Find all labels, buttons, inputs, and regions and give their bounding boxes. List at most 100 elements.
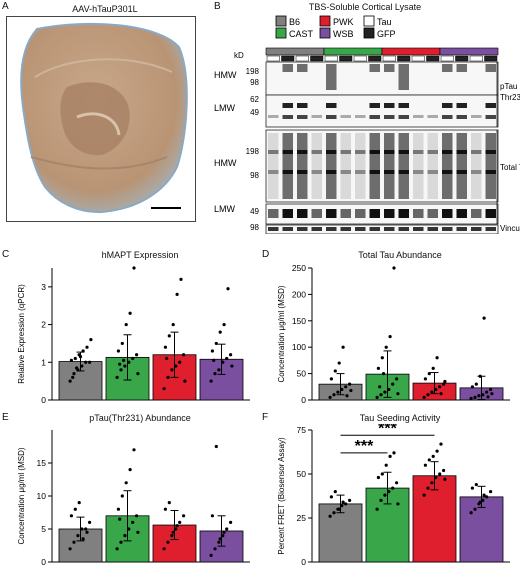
data-point bbox=[183, 379, 187, 383]
data-point bbox=[328, 514, 332, 518]
blot-band bbox=[427, 209, 438, 218]
blot-band bbox=[442, 227, 453, 231]
data-point bbox=[375, 507, 379, 511]
blot-band bbox=[485, 227, 496, 231]
blot-band bbox=[311, 170, 322, 174]
data-point bbox=[69, 514, 73, 518]
data-point bbox=[73, 356, 77, 361]
blot-band bbox=[282, 209, 293, 218]
blot-band bbox=[326, 64, 337, 90]
blot-smear bbox=[282, 133, 293, 199]
data-point bbox=[473, 507, 477, 511]
blot-band bbox=[369, 227, 380, 231]
blot-band bbox=[355, 209, 366, 218]
lane-construct-box bbox=[281, 55, 295, 62]
blot-band bbox=[413, 115, 424, 118]
data-point bbox=[119, 368, 123, 372]
data-point bbox=[490, 392, 494, 396]
blot-band bbox=[268, 150, 279, 154]
y-tick-label: 0 bbox=[41, 395, 46, 405]
y-axis-label: Concentration μg/ml (MSD) bbox=[17, 447, 26, 544]
data-point bbox=[431, 366, 435, 370]
blot-band bbox=[369, 103, 380, 108]
data-point bbox=[431, 454, 435, 458]
data-point bbox=[375, 395, 379, 399]
chart-hmapt-expression: 0 1 2 3 Relative Expression (qPCR) bbox=[17, 266, 250, 405]
blot-band bbox=[282, 150, 293, 154]
data-point bbox=[118, 362, 122, 366]
blot-marker-label: 98 bbox=[250, 223, 259, 232]
y-tick-label: 100 bbox=[292, 342, 306, 352]
data-point bbox=[210, 514, 214, 518]
legend-label-tau: Tau bbox=[377, 17, 392, 27]
panel-a-title: AAV-hTauP301L bbox=[72, 4, 138, 14]
data-point bbox=[166, 375, 170, 379]
blot-band bbox=[297, 227, 308, 231]
data-point bbox=[229, 353, 233, 357]
data-point bbox=[229, 520, 233, 524]
blot-band bbox=[398, 227, 409, 231]
data-point bbox=[395, 377, 399, 381]
blot-band bbox=[485, 150, 496, 154]
blot-band bbox=[442, 170, 453, 174]
legend-swatch-b6 bbox=[275, 15, 287, 27]
legend-label-gfp: GFP bbox=[377, 29, 396, 39]
lane-strain-bar bbox=[439, 47, 499, 56]
data-point bbox=[222, 322, 226, 327]
blot-band bbox=[311, 227, 322, 231]
data-point bbox=[162, 547, 166, 551]
blot-band bbox=[369, 170, 380, 174]
bar-b6 bbox=[318, 503, 363, 563]
data-point bbox=[162, 387, 166, 391]
data-point bbox=[470, 486, 474, 490]
blot-marker-label: 49 bbox=[250, 108, 259, 117]
blot-band bbox=[340, 209, 351, 218]
blot-band bbox=[471, 170, 482, 174]
blot-band bbox=[282, 64, 293, 72]
data-point bbox=[380, 472, 384, 476]
blot-smear bbox=[268, 133, 279, 199]
data-point bbox=[171, 322, 175, 327]
panel-d-letter: D bbox=[262, 249, 270, 260]
blot-band bbox=[340, 227, 351, 231]
blot-band bbox=[456, 209, 467, 218]
data-point bbox=[443, 379, 447, 384]
legend-label-cast: CAST bbox=[289, 29, 314, 39]
blot-band bbox=[268, 115, 279, 118]
panel-f-letter: F bbox=[262, 412, 269, 423]
data-point bbox=[131, 356, 135, 361]
data-point bbox=[124, 481, 128, 485]
data-point bbox=[163, 345, 167, 349]
lane-construct-box bbox=[310, 55, 324, 62]
data-point bbox=[210, 349, 214, 353]
lane-construct-box bbox=[339, 55, 353, 62]
lane-construct-box bbox=[397, 55, 411, 62]
blot-band bbox=[442, 64, 453, 72]
legend-swatch-wsb bbox=[319, 27, 331, 39]
lane-construct-box bbox=[295, 55, 309, 62]
blot-band bbox=[311, 209, 322, 218]
blot-band bbox=[485, 209, 496, 218]
blot-band bbox=[326, 150, 337, 154]
blot-band bbox=[456, 64, 467, 72]
data-point bbox=[178, 360, 182, 364]
data-point bbox=[341, 345, 345, 349]
panel-c-title: hMAPT Expression bbox=[101, 250, 179, 260]
data-point bbox=[473, 395, 477, 399]
data-point bbox=[128, 311, 132, 315]
lane-construct-box bbox=[440, 55, 454, 62]
blot-band bbox=[398, 150, 409, 154]
data-point bbox=[166, 540, 170, 544]
data-point bbox=[329, 495, 333, 499]
data-point bbox=[124, 322, 128, 327]
blot-band bbox=[442, 150, 453, 154]
data-point bbox=[396, 502, 400, 506]
y-tick-label: 50 bbox=[297, 469, 307, 479]
data-point bbox=[485, 495, 489, 499]
data-point bbox=[119, 540, 123, 544]
y-tick-label: 3 bbox=[41, 282, 46, 292]
data-point bbox=[489, 387, 493, 392]
panel-b-letter: B bbox=[214, 1, 221, 12]
data-point bbox=[128, 468, 132, 472]
data-point bbox=[486, 395, 490, 399]
